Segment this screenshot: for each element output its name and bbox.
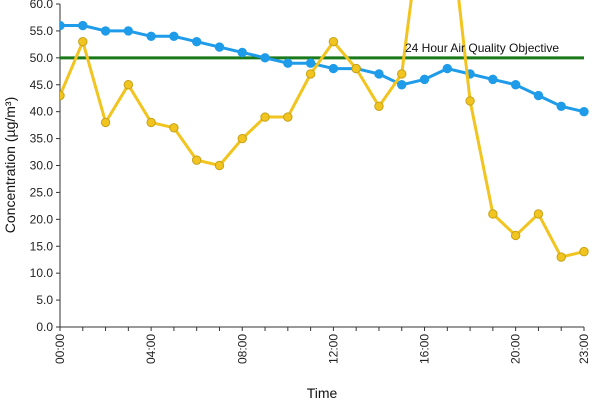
y-tick-label: 10.0	[30, 266, 54, 280]
data-point	[374, 101, 384, 111]
y-tick-label: 40.0	[30, 105, 54, 119]
data-point	[60, 90, 65, 101]
data-point	[305, 69, 316, 79]
data-point	[60, 20, 65, 31]
data-point	[510, 80, 521, 90]
x-tick-label: 23:00	[577, 334, 591, 364]
data-point	[328, 36, 339, 47]
data-point	[78, 20, 88, 31]
data-point	[305, 58, 316, 68]
data-point	[397, 69, 407, 79]
data-point	[100, 26, 111, 36]
data-point	[260, 112, 270, 122]
series-group	[60, 0, 589, 262]
x-tick-label: 08:00	[235, 334, 249, 364]
data-point	[237, 133, 247, 144]
y-axis-title: Concentration (µg/m³)	[2, 97, 18, 233]
data-point	[419, 74, 430, 85]
data-point	[533, 209, 544, 219]
x-tick-label: 20:00	[509, 334, 523, 364]
data-point	[191, 155, 202, 165]
x-tick-label: 16:00	[418, 334, 432, 364]
data-point	[214, 160, 225, 171]
data-point	[146, 31, 156, 41]
data-point	[283, 112, 293, 122]
data-point	[260, 53, 270, 63]
y-tick-label: 35.0	[30, 132, 54, 146]
y-tick-label: 30.0	[30, 159, 54, 173]
y-tick-label: 45.0	[30, 78, 54, 92]
data-point	[397, 80, 407, 90]
y-tick-label: 15.0	[30, 239, 54, 253]
data-point	[283, 58, 293, 68]
data-point	[78, 36, 88, 47]
data-point	[556, 252, 566, 262]
y-tick-label: 0.0	[36, 320, 53, 334]
data-point	[214, 42, 225, 52]
reference-line-label: 24 Hour Air Quality Objective	[405, 41, 559, 55]
data-point	[374, 69, 384, 79]
x-tick-label: 04:00	[144, 334, 158, 364]
data-point	[123, 26, 134, 36]
data-point	[488, 209, 498, 219]
y-tick-label: 50.0	[30, 51, 54, 65]
data-point	[123, 80, 134, 90]
data-point	[237, 47, 247, 58]
data-point	[169, 31, 179, 41]
data-point	[351, 63, 361, 74]
data-point	[191, 36, 202, 47]
y-tick-label: 55.0	[30, 24, 54, 38]
y-tick-label: 5.0	[36, 293, 53, 307]
x-axis-ticks: 00:00 04:00 08:00 12:00 16:00 20:00 23:00	[53, 327, 591, 364]
data-point	[328, 63, 339, 74]
data-point	[488, 74, 498, 85]
y-tick-label: 20.0	[30, 212, 54, 226]
data-point	[146, 117, 156, 128]
data-point	[169, 123, 179, 133]
series-line-2	[60, 0, 586, 259]
data-point	[533, 90, 544, 101]
data-point	[579, 246, 589, 257]
x-tick-label: 00:00	[53, 334, 67, 364]
x-tick-label: 12:00	[326, 334, 340, 364]
data-point	[556, 101, 566, 111]
data-point	[465, 96, 475, 106]
y-axis-ticks: 0.0 5.0 10.0 15.0 20.0 25.0 30.0 35.0 40.0 45.0 50…	[30, 0, 60, 334]
data-point	[100, 117, 111, 128]
y-tick-label: 25.0	[30, 185, 54, 199]
y-tick-label: 60.0	[30, 0, 54, 11]
data-point	[510, 230, 521, 241]
series-line-1	[60, 24, 586, 114]
data-point	[442, 63, 453, 74]
data-point	[579, 106, 589, 117]
x-axis-title: Time	[307, 385, 338, 400]
